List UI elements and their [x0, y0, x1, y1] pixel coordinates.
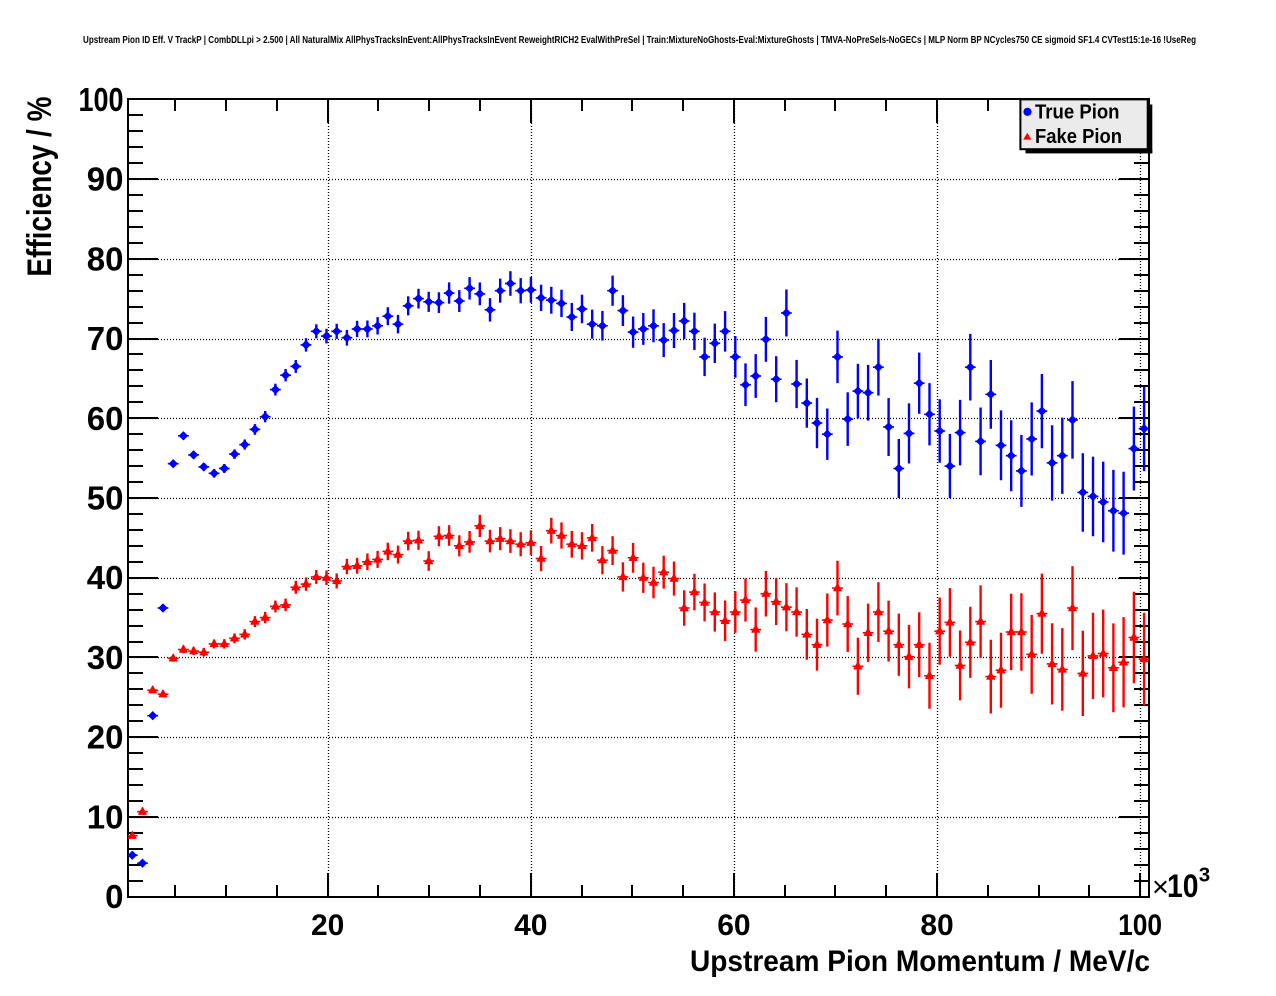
svg-text:60: 60	[717, 909, 750, 942]
svg-text:10: 10	[87, 799, 124, 836]
svg-text:80: 80	[87, 240, 124, 277]
svg-text:70: 70	[87, 320, 124, 357]
svg-text:3: 3	[1199, 864, 1210, 887]
svg-text:Upstream Pion ID Eff. V TrackP: Upstream Pion ID Eff. V TrackP | CombDLL…	[83, 35, 1196, 46]
svg-text:Efficiency / %: Efficiency / %	[21, 97, 59, 277]
svg-text:40: 40	[87, 559, 124, 596]
svg-text:100: 100	[1118, 909, 1162, 942]
svg-text:50: 50	[87, 480, 124, 517]
svg-text:80: 80	[920, 909, 953, 942]
svg-text:40: 40	[514, 909, 547, 942]
svg-text:90: 90	[87, 161, 124, 198]
svg-text:60: 60	[87, 400, 124, 437]
svg-text:×: ×	[1152, 871, 1169, 903]
svg-text:0: 0	[105, 878, 123, 915]
svg-text:20: 20	[311, 909, 344, 942]
svg-text:True Pion: True Pion	[1035, 102, 1120, 124]
svg-text:Upstream Pion Momentum / MeV/c: Upstream Pion Momentum / MeV/c	[690, 945, 1150, 978]
svg-text:10: 10	[1167, 868, 1199, 904]
svg-text:Fake Pion: Fake Pion	[1035, 126, 1122, 148]
svg-text:20: 20	[87, 719, 124, 756]
svg-text:30: 30	[87, 639, 124, 676]
svg-text:100: 100	[79, 81, 124, 118]
